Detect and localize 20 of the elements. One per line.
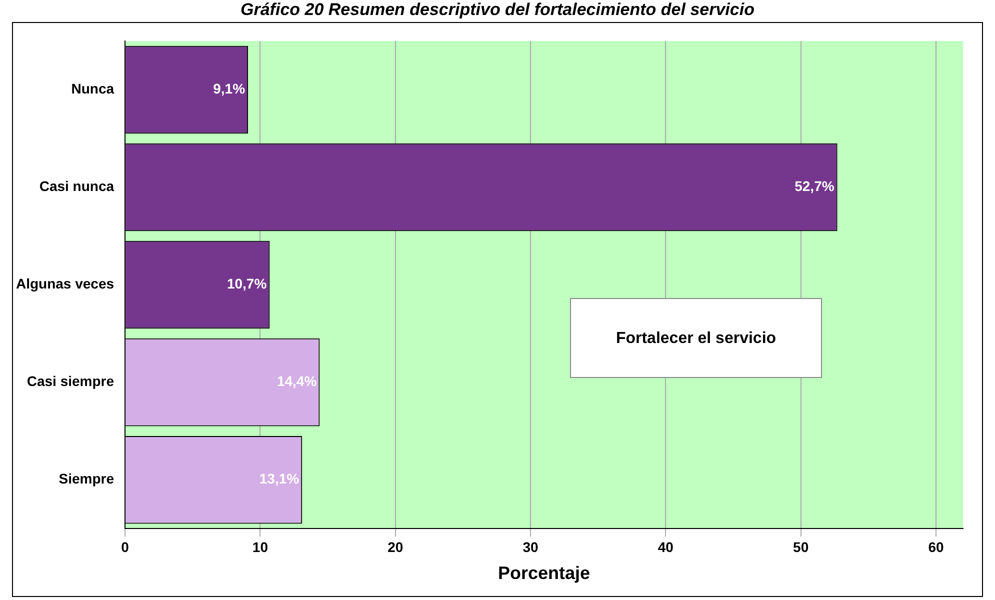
- data-label: 52,7%: [794, 178, 835, 194]
- y-tick-label: Casi siempre: [26, 373, 114, 390]
- x-axis-title: Porcentaje: [498, 563, 590, 584]
- data-label: 13,1%: [259, 470, 300, 487]
- data-label: 10,7%: [226, 276, 268, 292]
- y-tick-label: Siempre: [58, 470, 114, 487]
- x-tick-label: 10: [252, 538, 268, 555]
- data-label: 9,1%: [213, 80, 246, 97]
- data-label: 14,4%: [276, 373, 318, 390]
- y-tick-label: Algunas veces: [16, 276, 114, 292]
- x-tick-label: 20: [388, 538, 404, 555]
- chart-title: Gráfico 20 Resumen descriptivo del fortalecimiento del servicio: [240, 0, 756, 20]
- x-tick-label: 60: [928, 538, 944, 555]
- y-tick-label: Nunca: [71, 80, 114, 97]
- y-tick-label: Casi nunca: [39, 178, 114, 194]
- x-tick-label: 50: [793, 538, 809, 555]
- x-tick-label: 40: [658, 538, 674, 555]
- x-tick-label: 0: [121, 538, 130, 555]
- x-tick-label: 30: [522, 538, 539, 555]
- text-box: Fortalecer el servicio: [570, 298, 822, 378]
